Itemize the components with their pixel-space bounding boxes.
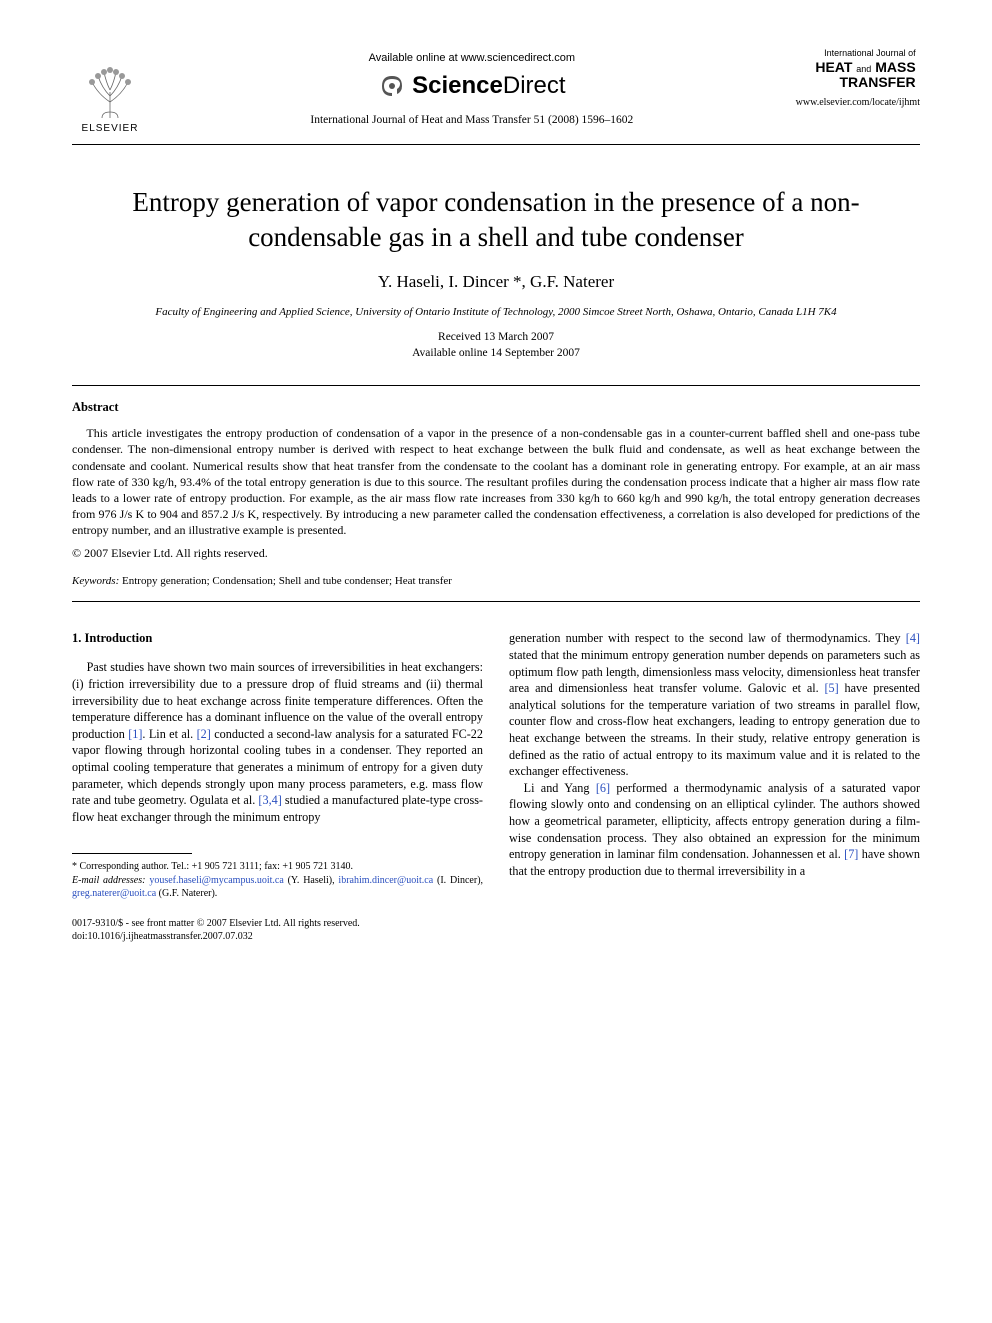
cover-line1: International Journal of [796,48,916,58]
intro-heading: 1. Introduction [72,630,483,647]
doi: doi:10.1016/j.ijheatmasstransfer.2007.07… [72,930,483,944]
center-header: Available online at www.sciencedirect.co… [148,48,796,126]
affiliation: Faculty of Engineering and Applied Scien… [102,306,890,318]
intro-para-1: Past studies have shown two main sources… [72,659,483,825]
right-para-2: Li and Yang [6] performed a thermodynami… [509,780,920,880]
footnotes: * Corresponding author. Tel.: +1 905 721… [72,860,483,901]
email-1[interactable]: yousef.haseli@mycampus.uoit.ca [149,875,283,886]
corresponding-author: * Corresponding author. Tel.: +1 905 721… [72,860,483,874]
sciencedirect-logo: ScienceDirect [148,72,796,100]
cover-line2: HEAT and MASS [796,60,916,75]
email-2[interactable]: ibrahim.dincer@uoit.ca [338,875,433,886]
email-addresses: E-mail addresses: yousef.haseli@mycampus… [72,874,483,901]
elsevier-label: ELSEVIER [82,123,139,134]
footnote-rule [72,853,192,854]
sciencedirect-text: ScienceDirect [412,72,565,100]
journal-cover: International Journal of HEAT and MASS T… [796,48,916,89]
authors: Y. Haseli, I. Dincer *, G.F. Naterer [72,272,920,292]
received-date: Received 13 March 2007 [438,331,554,343]
front-matter: 0017-9310/$ - see front matter © 2007 El… [72,917,483,931]
ref-6[interactable]: [6] [596,781,610,795]
keywords-label: Keywords: [72,575,119,587]
dates: Received 13 March 2007 Available online … [72,330,920,361]
cover-line3: TRANSFER [796,75,916,90]
ref-4[interactable]: [4] [906,631,920,645]
ref-5[interactable]: [5] [824,681,838,695]
abstract-bottom-rule [72,601,920,602]
elsevier-logo: ELSEVIER [72,48,148,134]
ref-3-4[interactable]: [3,4] [258,793,281,807]
available-online-text: Available online at www.sciencedirect.co… [148,52,796,64]
right-para-1: generation number with respect to the se… [509,630,920,779]
ref-7[interactable]: [7] [844,847,858,861]
header-rule [72,144,920,145]
sciencedirect-icon [378,72,406,100]
journal-reference: International Journal of Heat and Mass T… [148,114,796,126]
keywords-text: Entropy generation; Condensation; Shell … [119,575,452,587]
article-title: Entropy generation of vapor condensation… [102,185,890,254]
abstract-body: This article investigates the entropy pr… [72,425,920,538]
right-column: generation number with respect to the se… [509,630,920,943]
doi-block: 0017-9310/$ - see front matter © 2007 El… [72,917,483,944]
ref-1[interactable]: [1] [128,727,142,741]
abstract-heading: Abstract [72,400,920,415]
journal-cover-block: International Journal of HEAT and MASS T… [796,48,920,108]
email-3[interactable]: greg.naterer@uoit.ca [72,888,156,899]
elsevier-tree-icon [80,62,140,120]
copyright: © 2007 Elsevier Ltd. All rights reserved… [72,546,920,561]
available-date: Available online 14 September 2007 [412,347,580,359]
abstract-top-rule [72,385,920,386]
header: ELSEVIER Available online at www.science… [72,48,920,134]
keywords: Keywords: Entropy generation; Condensati… [72,575,920,587]
left-column: 1. Introduction Past studies have shown … [72,630,483,943]
locate-url: www.elsevier.com/locate/ijhmt [796,97,920,108]
body-columns: 1. Introduction Past studies have shown … [72,630,920,943]
ref-2[interactable]: [2] [197,727,211,741]
